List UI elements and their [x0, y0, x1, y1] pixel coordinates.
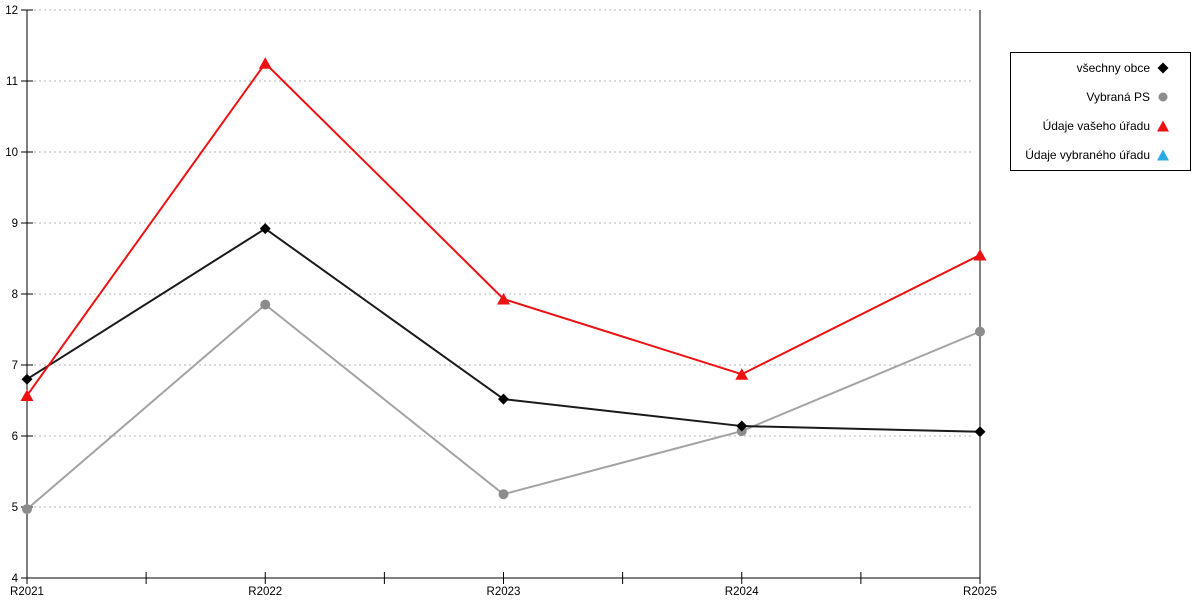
- data-point-udaje-vaseho-uradu: [497, 292, 510, 305]
- vybrana-ps-circle-marker-icon: [1156, 90, 1170, 104]
- y-axis-tick-label: 12: [5, 5, 18, 17]
- legend-item-vsechny-obce: všechny obce: [1015, 54, 1170, 83]
- udaje-vybraneho-uradu-triangle-marker-icon: [1156, 148, 1170, 162]
- y-axis-tick-label: 9: [12, 218, 18, 230]
- y-axis-tick-label: 7: [12, 360, 18, 372]
- data-point-vsechny-obce: [259, 223, 271, 235]
- vsechny-obce-diamond-marker-icon: [1156, 61, 1170, 75]
- data-point-vybrana-ps: [260, 299, 271, 310]
- data-point-vybrana-ps: [22, 504, 32, 515]
- x-axis-tick-label: R2024: [725, 586, 759, 598]
- y-axis-tick-label: 10: [5, 147, 18, 159]
- data-point-vybrana-ps: [975, 326, 985, 337]
- legend-item-label: všechny obce: [1076, 61, 1150, 75]
- y-axis-tick-label: 6: [12, 431, 18, 443]
- data-point-udaje-vaseho-uradu: [258, 57, 272, 69]
- legend: všechny obce Vybraná PS Údaje vašeho úřa…: [1010, 52, 1191, 171]
- data-point-vsechny-obce: [974, 426, 986, 438]
- data-point-vsechny-obce: [21, 373, 33, 385]
- y-axis-tick-label: 5: [12, 502, 18, 514]
- data-point-udaje-vaseho-uradu: [20, 389, 34, 402]
- legend-item-udaje-vaseho-uradu: Údaje vašeho úřadu: [1015, 112, 1170, 141]
- data-point-vybrana-ps: [498, 489, 509, 500]
- series-udaje-vaseho-uradu: [20, 57, 987, 402]
- legend-item-udaje-vybraneho-uradu: Údaje vybraného úřadu: [1015, 141, 1170, 170]
- x-axis-tick-label: R2022: [248, 586, 282, 598]
- series-vsechny-obce: [21, 223, 986, 438]
- legend-item-label: Údaje vašeho úřadu: [1042, 119, 1150, 133]
- x-axis-tick-label: R2021: [10, 586, 44, 598]
- y-axis-tick-label: 4: [12, 573, 19, 585]
- data-point-udaje-vaseho-uradu: [973, 248, 987, 261]
- x-axis-tick-label: R2023: [487, 586, 521, 598]
- y-axis-tick-label: 11: [6, 76, 18, 88]
- series-line-vybrana-ps: [26, 303, 981, 510]
- udaje-vaseho-uradu-triangle-marker-icon: [1156, 119, 1170, 133]
- data-point-vsechny-obce: [736, 420, 748, 432]
- y-axis-tick-label: 8: [12, 289, 18, 301]
- legend-item-vybrana-ps: Vybraná PS: [1015, 83, 1170, 112]
- series-line-udaje-vaseho-uradu: [26, 61, 981, 397]
- data-point-udaje-vaseho-uradu: [735, 368, 749, 380]
- x-axis-tick-label: R2025: [963, 586, 997, 598]
- legend-item-label: Vybraná PS: [1086, 90, 1150, 104]
- series-vybrana-ps: [22, 299, 985, 515]
- legend-item-label: Údaje vybraného úřadu: [1025, 148, 1150, 162]
- data-point-vsechny-obce: [498, 393, 509, 405]
